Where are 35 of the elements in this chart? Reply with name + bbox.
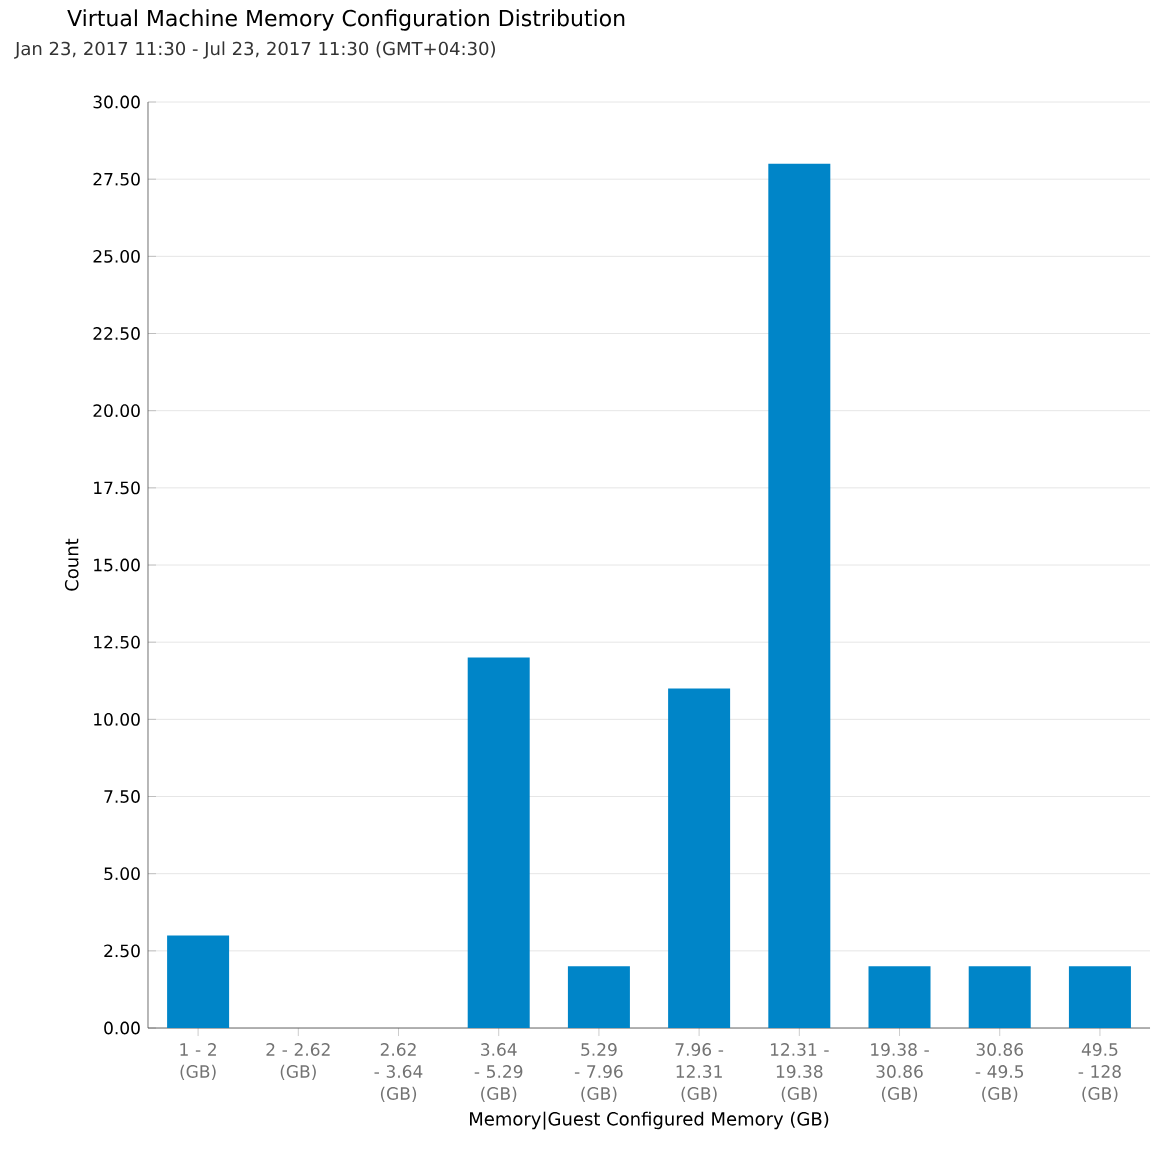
y-tick-label: 20.00 <box>93 404 140 418</box>
x-tick-label: 30.86 - 49.5 (GB) <box>975 1043 1024 1102</box>
y-tick-label: 7.50 <box>104 790 140 803</box>
x-tick-label: 12.31 - 19.38 (GB) <box>770 1043 829 1102</box>
y-tick-label: 0.00 <box>104 1021 140 1035</box>
x-tick-label: 7.96 - 12.31 (GB) <box>675 1043 724 1102</box>
chart-title: Virtual Machine Memory Configuration Distribution <box>67 9 625 31</box>
y-tick-label: 27.50 <box>93 172 140 186</box>
x-tick-label: 1 - 2 (GB) <box>180 1043 216 1080</box>
bar <box>1068 966 1131 1029</box>
x-axis-title: Memory|Guest Configured Memory (GB) <box>470 1111 829 1130</box>
y-tick-label: 22.50 <box>93 327 140 340</box>
y-tick-label: 25.00 <box>93 249 140 263</box>
y-tick-label: 2.50 <box>104 944 140 958</box>
x-tick-label: 49.5 - 128 (GB) <box>1078 1043 1121 1102</box>
x-tick-label: 3.64 - 5.29 (GB) <box>474 1043 523 1102</box>
x-tick-label: 2.62 - 3.64 (GB) <box>374 1043 423 1102</box>
bar <box>668 688 731 1029</box>
bar <box>968 966 1031 1029</box>
x-tick-label: 5.29 - 7.96 (GB) <box>574 1043 623 1102</box>
y-tick-label: 12.50 <box>94 635 140 649</box>
chart-subtitle: Jan 23, 2017 11:30 - Jul 23, 2017 11:30 (GMT+04:30) <box>14 41 495 59</box>
y-tick-label: 15.00 <box>94 558 140 572</box>
y-axis-title: Count <box>64 538 79 591</box>
x-tick-label: 19.38 - 30.86 (GB) <box>871 1043 929 1102</box>
bar <box>768 163 831 1029</box>
bar <box>868 966 931 1029</box>
y-tick-label: 17.50 <box>94 481 140 495</box>
y-tick-label: 10.00 <box>94 712 140 726</box>
y-tick-label: 30.00 <box>93 95 140 109</box>
bar <box>167 935 230 1029</box>
bar <box>467 657 530 1029</box>
x-tick-label: 2 - 2.62 (GB) <box>266 1043 330 1080</box>
y-tick-label: 5.00 <box>104 867 140 881</box>
bar <box>567 966 630 1029</box>
